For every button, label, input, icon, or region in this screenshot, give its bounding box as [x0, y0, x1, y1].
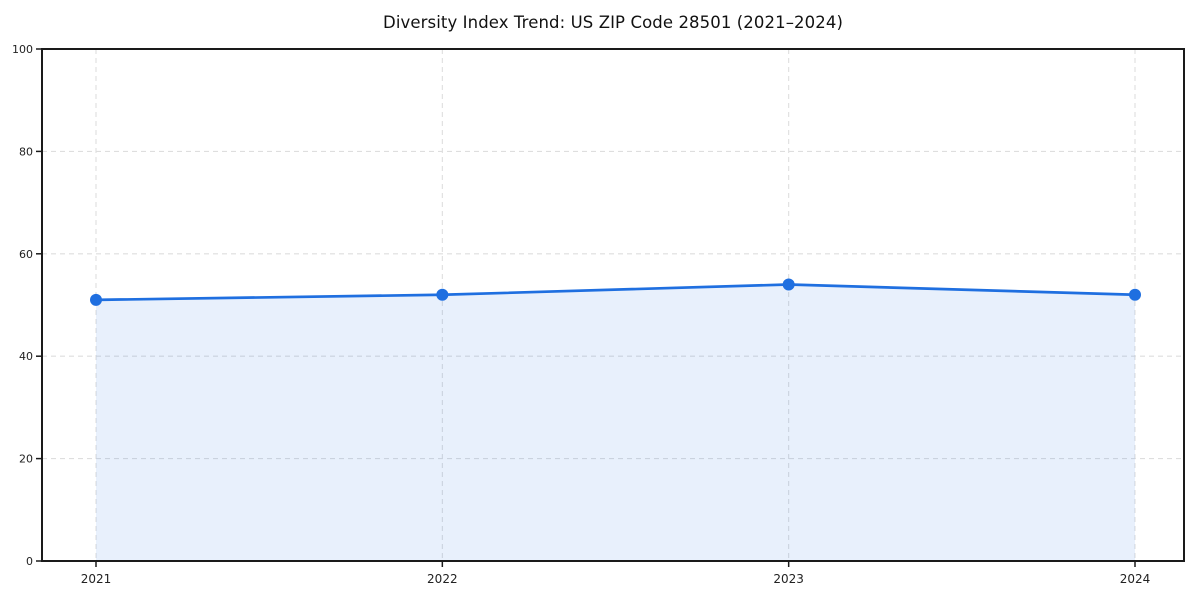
data-point	[1129, 288, 1141, 301]
data-point	[782, 278, 795, 291]
data-point	[436, 288, 449, 301]
data-line	[94, 283, 1137, 302]
y-tick-label: 0	[26, 555, 33, 568]
y-tick-label: 60	[19, 248, 33, 261]
y-tick-label: 80	[19, 145, 33, 158]
y-tick-label: 40	[19, 350, 33, 363]
y-tick-label: 20	[19, 453, 33, 466]
x-tick-label: 2021	[81, 572, 112, 586]
x-tick-label: 2024	[1120, 572, 1151, 586]
x-tick-label: 2023	[773, 572, 804, 586]
x-tick-label: 2022	[427, 572, 458, 586]
plot-border	[41, 48, 1185, 562]
data-point	[90, 293, 102, 306]
chart-title: Diversity Index Trend: US ZIP Code 28501…	[383, 13, 843, 32]
y-tick-label: 100	[12, 43, 33, 56]
area-fill	[96, 284, 1135, 561]
